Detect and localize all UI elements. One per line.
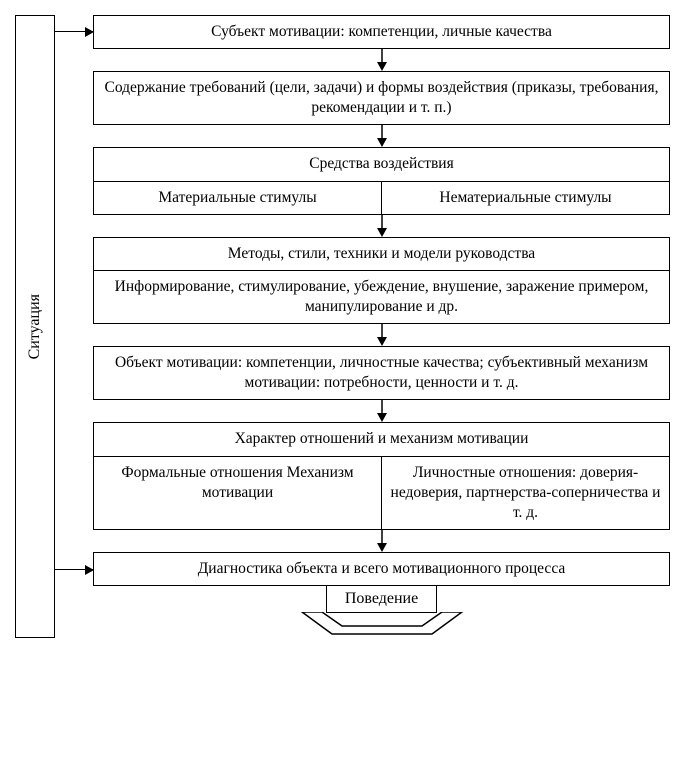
node-means-header: Средства воздействия bbox=[93, 147, 670, 181]
node-behavior: Поведение bbox=[326, 585, 437, 613]
arrow-down-icon bbox=[93, 400, 670, 422]
node-relations-split: Формальные отношения Механизм мотивации … bbox=[93, 457, 670, 530]
side-arrow-head-top bbox=[85, 27, 94, 37]
arrow-down-icon bbox=[93, 125, 670, 147]
situation-label: Ситуация bbox=[26, 294, 44, 359]
arrow-down-icon bbox=[93, 530, 670, 552]
node-subject: Субъект мотивации: компетенции, личные к… bbox=[93, 15, 670, 49]
node-relations-header: Характер отношений и механизм мотивации bbox=[93, 422, 670, 456]
node-diagnostics: Диагностика объекта и всего мотивационно… bbox=[93, 552, 670, 586]
arrow-down-icon bbox=[93, 49, 670, 71]
relations-personal: Личностные отношения: доверия-недоверия,… bbox=[382, 457, 669, 529]
situation-sidebar: Ситуация bbox=[15, 15, 55, 638]
arrow-down-icon bbox=[93, 215, 670, 237]
side-arrow-head-bottom bbox=[85, 565, 94, 575]
final-wrap: Поведение bbox=[93, 585, 670, 613]
arrow-down-icon bbox=[93, 324, 670, 346]
flow-main: Субъект мотивации: компетенции, личные к… bbox=[55, 15, 670, 638]
node-means-split: Материальные стимулы Нематериальные стим… bbox=[93, 182, 670, 215]
relations-formal: Формальные отношения Механизм мотивации bbox=[94, 457, 382, 529]
node-methods-header: Методы, стили, техники и модели руководс… bbox=[93, 237, 670, 271]
diagram-container: Ситуация Субъект мотивации: компетенции,… bbox=[15, 15, 670, 638]
node-requirements: Содержание требований (цели, задачи) и ф… bbox=[93, 71, 670, 125]
means-immaterial: Нематериальные стимулы bbox=[382, 182, 669, 214]
node-object: Объект мотивации: компетенции, личностны… bbox=[93, 346, 670, 400]
wide-arrow-icon bbox=[93, 612, 670, 638]
node-methods-body: Информирование, стимулирование, убеждени… bbox=[93, 271, 670, 324]
means-material: Материальные стимулы bbox=[94, 182, 382, 214]
